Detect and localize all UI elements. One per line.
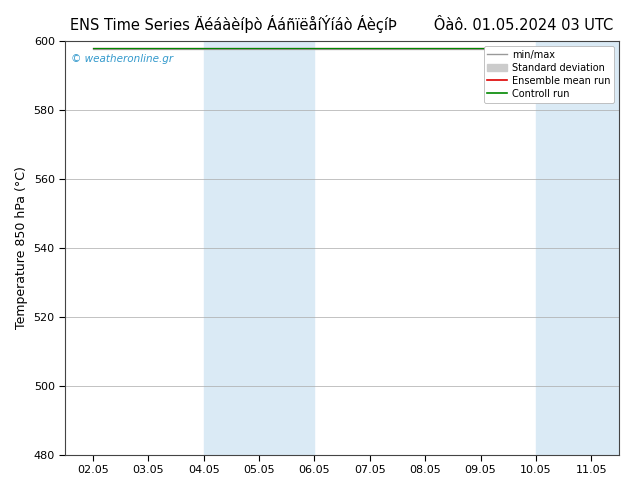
Bar bbox=[204, 41, 314, 455]
Text: © weatheronline.gr: © weatheronline.gr bbox=[71, 53, 173, 64]
Title: ENS Time Series Äéáàèíþò ÁáñïëåíÝíáò ÁèçíÞ        Ôàô. 01.05.2024 03 UTC: ENS Time Series Äéáàèíþò ÁáñïëåíÝíáò Áèç… bbox=[70, 15, 614, 33]
Legend: min/max, Standard deviation, Ensemble mean run, Controll run: min/max, Standard deviation, Ensemble me… bbox=[484, 46, 614, 102]
Bar bbox=[536, 41, 634, 455]
Y-axis label: Temperature 850 hPa (°C): Temperature 850 hPa (°C) bbox=[15, 167, 28, 329]
